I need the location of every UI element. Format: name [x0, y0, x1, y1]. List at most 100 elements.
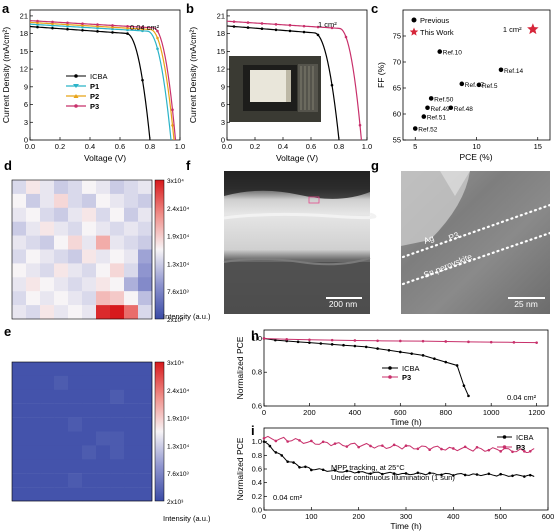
- legend-label: ICBA: [90, 72, 108, 81]
- heatmap-cell: [124, 305, 139, 320]
- data-point: [421, 339, 425, 343]
- heatmap-cell: [40, 221, 55, 236]
- colorbar-tick-label: 2.4x10⁴: [167, 206, 190, 213]
- heatmap-cell: [96, 277, 111, 292]
- data-label: Ref.51: [427, 115, 447, 122]
- data-point: [404, 472, 408, 475]
- legend-marker: [388, 366, 392, 370]
- heatmap-cell: [96, 221, 111, 236]
- legend-marker: [73, 94, 79, 98]
- heatmap-cell: [54, 445, 69, 460]
- data-label: Ref.49: [431, 106, 451, 113]
- data-point: [369, 472, 372, 475]
- heatmap-cell: [138, 291, 153, 306]
- photo-active-area: [250, 70, 286, 102]
- x-tick-label: 1200: [528, 408, 545, 417]
- heatmap-cell: [124, 417, 139, 432]
- heatmap-cell: [82, 362, 97, 377]
- heatmap-cell: [124, 249, 139, 264]
- y-tick-label: 0.2: [252, 492, 262, 501]
- data-point: [392, 443, 396, 447]
- legend: ICBA P3: [382, 364, 420, 382]
- data-point: [141, 27, 144, 31]
- y-tick-label: 15: [217, 47, 225, 56]
- heatmap-cell: [82, 180, 97, 195]
- data-point: [66, 25, 69, 28]
- data-point: [111, 27, 114, 31]
- legend-marker: [74, 74, 78, 78]
- heatmap-cell: [40, 362, 55, 377]
- heatmap-cell: [54, 459, 69, 474]
- jv-chart-large-area: 0.0 0.2 0.4 0.6 0.8 1.0 0 3 6 9 12 15 18 21 1 cm² Vol…: [188, 9, 372, 163]
- data-point: [333, 442, 337, 445]
- legend-marker: [73, 84, 79, 88]
- heatmap-cell: [26, 305, 41, 320]
- panel-label-c: c: [371, 1, 378, 16]
- heatmap-cell: [124, 403, 139, 418]
- data-point: [246, 21, 250, 24]
- heatmap-cell: [68, 235, 83, 250]
- x-axis-label: PCE (%): [459, 152, 492, 162]
- heatmap-cell: [138, 193, 153, 208]
- data-point: [487, 472, 491, 476]
- map-frame: [11, 361, 153, 502]
- interface-line: [401, 231, 552, 286]
- heatmap-cell: [82, 235, 97, 250]
- heatmap-cell: [96, 249, 111, 264]
- data-point: [298, 465, 301, 469]
- heatmap-cell: [138, 221, 153, 236]
- heatmap-cell: [124, 487, 139, 502]
- colorbar-tick-label: 1.3x10⁴: [167, 261, 190, 268]
- data-point: [296, 340, 300, 344]
- heatmap-cell: [96, 291, 111, 306]
- heatmap-cell: [110, 403, 125, 418]
- heatmap-cell: [12, 473, 27, 488]
- colorbar-tick-label: 7.6x10³: [167, 471, 190, 478]
- data-point: [36, 23, 39, 26]
- heatmap-cell: [138, 417, 153, 432]
- data-point: [523, 450, 526, 453]
- heatmap-cell: [12, 207, 27, 222]
- heatmap-cell: [12, 193, 27, 208]
- heatmap-cell: [110, 263, 125, 278]
- y-axis-label: Current Density (mA/cm²): [1, 27, 11, 124]
- colorbar-tick-label: 2x10³: [167, 317, 184, 324]
- data-point: [512, 341, 516, 344]
- heatmap-cell: [26, 263, 41, 278]
- data-point: [357, 445, 360, 449]
- heatmap-cell: [26, 207, 41, 222]
- heatmap-cell: [138, 235, 153, 250]
- data-point: [308, 341, 311, 344]
- x-tick-label: 0.6: [306, 142, 316, 151]
- panel-label-e: e: [4, 324, 11, 339]
- condition-note: Under continuous illumination (1 sun): [331, 473, 455, 482]
- heatmap-cell: [40, 403, 55, 418]
- pl-map-d: 3x10⁴ 2.4x10⁴ 1.9x10⁴ 1.3x10⁴ 7.6x10³ 2x10³ I…: [11, 178, 211, 324]
- heatmap-cell: [40, 249, 55, 264]
- data-point: [369, 444, 372, 448]
- legend-label: P3: [90, 102, 99, 111]
- data-point: [280, 454, 284, 457]
- layer-label-ag: Ag: [422, 233, 436, 246]
- data-point: [171, 124, 174, 127]
- data-point: [452, 474, 455, 477]
- legend-label: Previous: [420, 16, 449, 25]
- heatmap-cell: [54, 487, 69, 502]
- data-point: [499, 450, 502, 453]
- panel-label-f: f: [186, 158, 191, 173]
- trace-p3: [263, 435, 535, 453]
- heatmap-cell: [40, 263, 55, 278]
- heatmap-cell: [54, 305, 69, 320]
- data-point: [455, 364, 459, 367]
- y-tick-label: 15: [20, 47, 28, 56]
- data-point: [421, 354, 425, 357]
- data-point: [487, 448, 491, 452]
- y-tick-label: 0.6: [252, 465, 262, 474]
- heatmap-cell: [82, 207, 97, 222]
- heatmap-cell: [54, 180, 69, 195]
- heatmap-cell: [124, 445, 139, 460]
- data-point: [81, 28, 84, 32]
- y-tick-label: 0.8: [252, 451, 262, 460]
- colorbar-tick-label: 1.9x10⁴: [167, 234, 190, 241]
